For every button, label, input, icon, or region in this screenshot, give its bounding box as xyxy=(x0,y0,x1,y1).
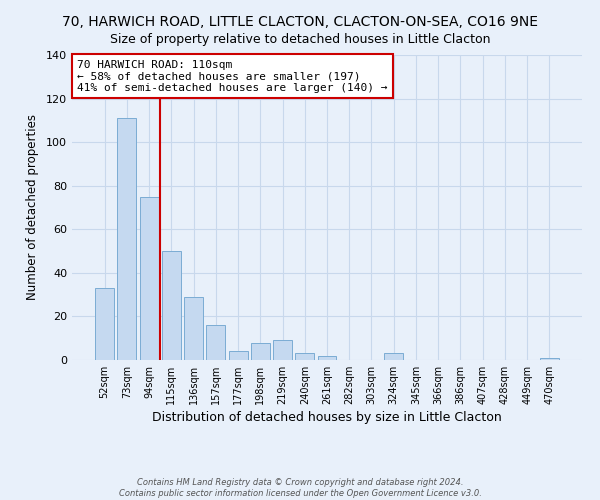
Bar xyxy=(118,118,136,360)
Bar xyxy=(95,288,114,360)
Bar xyxy=(162,251,181,360)
Text: Contains HM Land Registry data © Crown copyright and database right 2024.
Contai: Contains HM Land Registry data © Crown c… xyxy=(119,478,481,498)
Bar xyxy=(184,297,203,360)
Bar xyxy=(273,340,292,360)
Bar xyxy=(229,352,248,360)
Bar xyxy=(251,342,270,360)
Bar xyxy=(540,358,559,360)
Bar xyxy=(140,196,158,360)
Bar xyxy=(384,354,403,360)
X-axis label: Distribution of detached houses by size in Little Clacton: Distribution of detached houses by size … xyxy=(152,411,502,424)
Bar xyxy=(295,354,314,360)
Bar xyxy=(206,325,225,360)
Bar xyxy=(317,356,337,360)
Text: Size of property relative to detached houses in Little Clacton: Size of property relative to detached ho… xyxy=(110,32,490,46)
Y-axis label: Number of detached properties: Number of detached properties xyxy=(26,114,39,300)
Text: 70 HARWICH ROAD: 110sqm
← 58% of detached houses are smaller (197)
41% of semi-d: 70 HARWICH ROAD: 110sqm ← 58% of detache… xyxy=(77,60,388,93)
Text: 70, HARWICH ROAD, LITTLE CLACTON, CLACTON-ON-SEA, CO16 9NE: 70, HARWICH ROAD, LITTLE CLACTON, CLACTO… xyxy=(62,15,538,29)
